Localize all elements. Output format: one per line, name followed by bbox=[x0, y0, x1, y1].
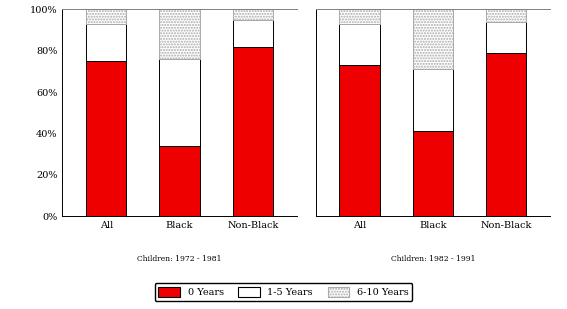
Bar bbox=[86, 9, 126, 24]
Bar bbox=[159, 146, 200, 216]
Text: Children: 1972 - 1981: Children: 1972 - 1981 bbox=[137, 255, 222, 263]
Bar bbox=[232, 47, 273, 216]
Bar bbox=[413, 9, 453, 69]
Bar bbox=[486, 22, 526, 53]
Bar bbox=[86, 61, 126, 216]
Bar bbox=[159, 59, 200, 146]
Bar bbox=[232, 9, 273, 19]
Bar bbox=[340, 65, 380, 216]
Bar bbox=[159, 9, 200, 59]
Bar bbox=[413, 69, 453, 131]
Bar bbox=[486, 9, 526, 22]
Bar bbox=[232, 19, 273, 47]
Bar bbox=[340, 24, 380, 65]
Bar bbox=[413, 131, 453, 216]
Bar bbox=[340, 9, 380, 24]
Bar bbox=[486, 53, 526, 216]
Bar bbox=[86, 24, 126, 61]
Legend: 0 Years, 1-5 Years, 6-10 Years: 0 Years, 1-5 Years, 6-10 Years bbox=[155, 283, 412, 301]
Text: Children: 1982 - 1991: Children: 1982 - 1991 bbox=[391, 255, 475, 263]
